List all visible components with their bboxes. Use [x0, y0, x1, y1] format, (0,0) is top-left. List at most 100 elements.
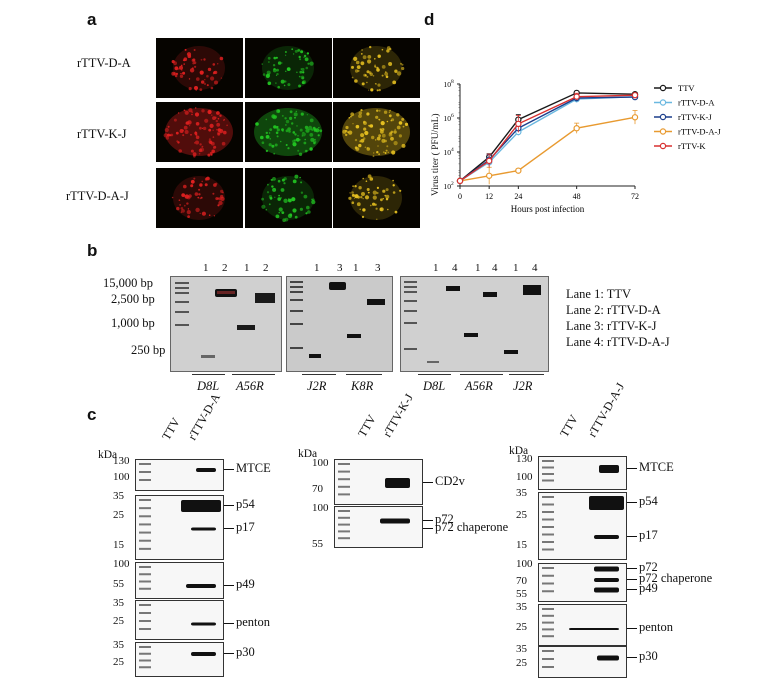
- y-tick-exponent: 2: [451, 181, 454, 187]
- blot-strip: [135, 642, 224, 677]
- underline: [302, 374, 336, 375]
- mw-marker: 70: [516, 575, 527, 587]
- lane-number: 2: [222, 262, 228, 274]
- protein-label: MTCE: [236, 461, 271, 475]
- underline: [346, 374, 382, 375]
- lane-number: 4: [532, 262, 538, 274]
- blot-strip: [135, 562, 224, 599]
- protein-label: p54: [639, 494, 658, 508]
- micrograph-rttv-d-a-j-green-channel: [245, 168, 332, 228]
- label-tick: [423, 520, 433, 521]
- mw-marker: 25: [516, 509, 527, 521]
- y-tick-label: 10: [444, 148, 452, 157]
- lane-number: 1: [433, 262, 439, 274]
- underline: [232, 374, 275, 375]
- legend-marker: [659, 128, 667, 135]
- label-tick: [627, 502, 637, 503]
- data-point-rTTV-D-A-J: [515, 167, 522, 174]
- protein-label: p72 chaperone: [639, 571, 713, 585]
- protein-label: p72 chaperone: [435, 520, 509, 534]
- blot-strip: [538, 604, 627, 646]
- ladder-label-15000: 15,000 bp: [103, 276, 153, 290]
- blot-bands: [542, 650, 619, 668]
- protein-label: p17: [639, 528, 658, 542]
- protein-label: penton: [236, 615, 271, 629]
- mw-marker: 25: [516, 657, 527, 669]
- label-tick: [224, 469, 234, 470]
- micrograph-rttv-d-a-red-channel: [156, 38, 243, 98]
- lane-number: 2: [263, 262, 269, 274]
- protein-label: p54: [236, 497, 255, 511]
- mw-marker: 25: [516, 621, 527, 633]
- label-tick: [224, 505, 234, 506]
- mw-marker: 70: [312, 483, 323, 495]
- blot-bands: [542, 608, 619, 638]
- lane-number: 3: [375, 262, 381, 274]
- underline: [192, 374, 225, 375]
- mw-marker: 55: [312, 538, 323, 550]
- y-tick-label: 10: [444, 182, 452, 191]
- mw-marker: 35: [516, 487, 527, 499]
- underline: [418, 374, 451, 375]
- gel-image-1: [170, 276, 282, 372]
- lane-legend-1: Lane 1: TTV: [566, 287, 632, 301]
- label-tick: [627, 579, 637, 580]
- label-tick: [423, 528, 433, 529]
- label-tick: [224, 585, 234, 586]
- protein-label: p72: [639, 560, 658, 574]
- blot-bands: [542, 566, 619, 593]
- protein-label: penton: [639, 620, 674, 634]
- series-line-rTTV-D-A: [459, 96, 636, 182]
- mw-marker: 55: [113, 578, 124, 590]
- mw-marker: 100: [312, 457, 329, 469]
- blot-bands: [338, 463, 410, 496]
- micrograph-rttv-k-j-green-channel: [245, 102, 332, 162]
- mw-marker: 55: [516, 588, 527, 600]
- micrograph-rttv-k-j-red-channel: [156, 102, 243, 162]
- label-tick: [627, 657, 637, 658]
- series-line-rTTV-K: [459, 94, 636, 182]
- blot-strip: [538, 456, 627, 490]
- y-tick-exponent: 6: [451, 113, 454, 119]
- mw-marker: 25: [113, 509, 124, 521]
- micrograph-rttv-d-a-j-red-channel: [156, 168, 243, 228]
- mw-marker: 130: [113, 455, 130, 467]
- lane-number: 1: [353, 262, 359, 274]
- legend-label: rTTV-K: [678, 141, 706, 151]
- micrograph-rttv-d-a-merge-channel: [333, 38, 420, 98]
- blot-strip: [135, 600, 224, 640]
- micrograph-rttv-k-j-merge-channel: [333, 102, 420, 162]
- x-tick-label: 12: [485, 192, 493, 201]
- blot-bands: [139, 646, 216, 669]
- mw-marker: 100: [516, 471, 533, 483]
- legend-label: rTTV-K-J: [678, 112, 712, 122]
- gene-label-d8l: D8L: [197, 379, 220, 393]
- gel-image-2: [286, 276, 393, 372]
- gel-image-3: [400, 276, 549, 372]
- legend-marker: [659, 99, 667, 106]
- sample-label: rTTV-K-J: [380, 391, 416, 440]
- y-tick-exponent: 4: [451, 147, 454, 153]
- sample-label: rTTV-D-A-J: [585, 380, 628, 440]
- mw-marker: 130: [516, 453, 533, 465]
- label-tick: [423, 482, 433, 483]
- legend-label: rTTV-D-A: [678, 98, 715, 108]
- panel-letter-c: c: [87, 405, 97, 424]
- blot-strip: [538, 563, 627, 602]
- label-tick: [627, 628, 637, 629]
- label-tick: [627, 568, 637, 569]
- blot-bands: [542, 496, 624, 551]
- lane-number: 4: [492, 262, 498, 274]
- gene-label-j2r: J2R: [513, 379, 533, 393]
- blot-bands: [139, 463, 216, 481]
- gene-label-a56r: A56R: [465, 379, 493, 393]
- micrograph-rttv-d-a-j-merge-channel: [333, 168, 420, 228]
- protein-label: p49: [236, 577, 255, 591]
- data-point-rTTV-K: [631, 91, 639, 99]
- mw-marker: 35: [516, 643, 527, 655]
- lane-number: 1: [203, 262, 209, 274]
- lane-number: 1: [475, 262, 481, 274]
- mw-marker: 100: [312, 502, 329, 514]
- row-label-k-j: rTTV-K-J: [77, 127, 127, 141]
